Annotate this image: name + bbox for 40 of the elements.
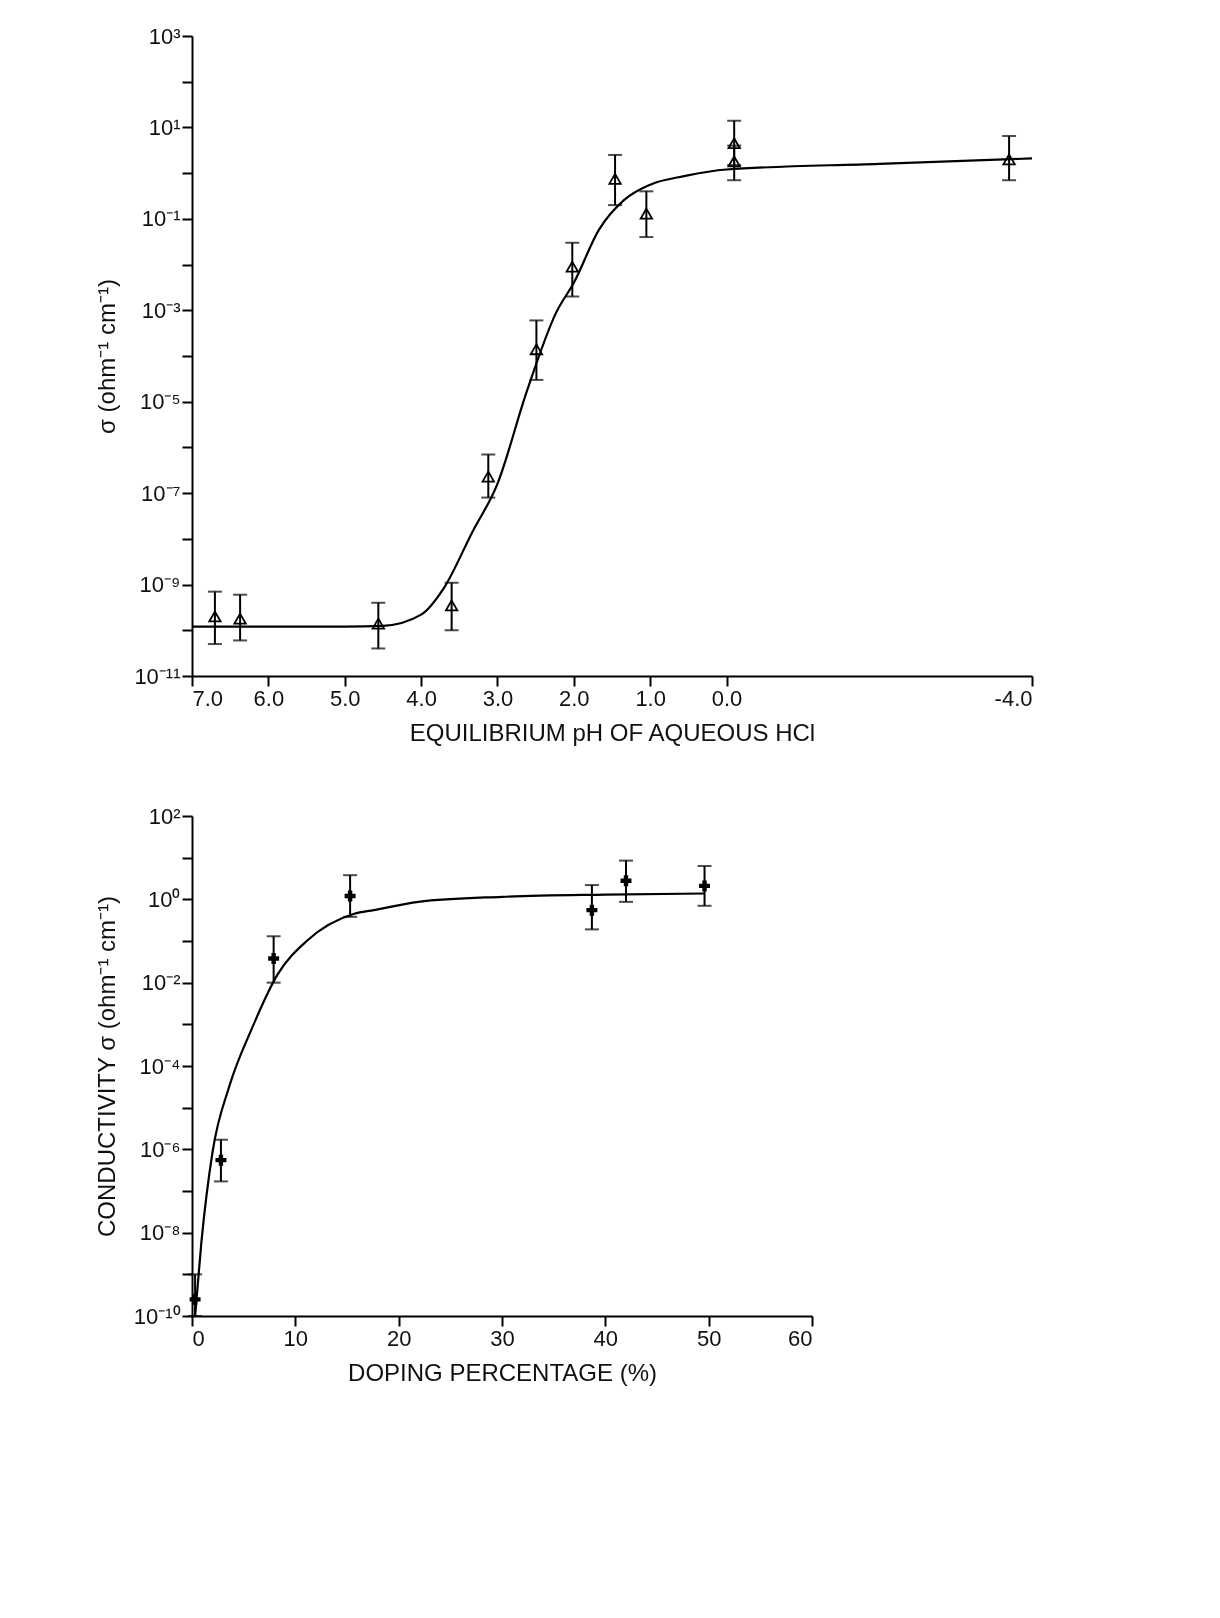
y-axis-title: CONDUCTIVITY σ (ohm⁻¹ cm⁻¹) [92,895,120,1238]
x-tick-label: 10 [283,1325,309,1351]
y-tick-label: 10⁰ [148,886,181,912]
point [699,880,711,892]
x-tick-label: 20 [386,1325,412,1351]
x-axis-title: DOPING PERCENTAGE (%) [348,1358,657,1386]
x-tick-label: 5.0 [329,685,361,711]
x-tick-label: 3.0 [482,685,514,711]
point [215,1154,227,1166]
y-tick-label: 10⁻² [141,970,181,996]
y-tick-label: 10⁻⁷ [141,480,181,506]
x-axis-title: EQUILIBRIUM pH OF AQUEOUS HCl [409,718,816,746]
x-tick-label: 0 [192,1325,205,1351]
x-tick-label: -4.0 [994,685,1033,711]
y-tick-label: 10⁻³ [141,297,181,323]
x-tick-label: 60 [788,1325,813,1351]
point [268,953,280,964]
x-tick-label: 2.0 [559,685,590,711]
y-tick-label: 10⁻⁹ [139,572,181,598]
x-tick-label: 4.0 [406,685,437,711]
x-tick-label: 30 [490,1325,515,1351]
y-tick-label: 10⁻⁶ [139,1136,181,1162]
y-axis-title: σ (ohm⁻¹ cm⁻¹) [93,279,121,434]
y-tick-label: 10⁻¹⁰ [133,1303,181,1329]
x-tick-label: 50 [696,1325,722,1351]
point [344,890,356,902]
x-tick-label: 6.0 [253,685,285,711]
y-tick-label: 10¹ [148,114,181,140]
y-tick-label: 10² [148,803,181,829]
x-tick-label: 1.0 [635,685,666,711]
x-tick-label: 7.0 [192,685,224,711]
point [586,904,598,916]
y-tick-label: 10⁻¹¹ [134,663,181,689]
y-tick-label: 10⁻⁴ [139,1053,181,1079]
y-tick-label: 10³ [148,23,181,49]
x-tick-label: 0.0 [711,685,743,711]
y-tick-label: 10⁻¹ [141,206,181,232]
y-tick-label: 10⁻⁵ [139,389,181,415]
x-tick-label: 40 [593,1325,619,1351]
y-tick-label: 10⁻⁸ [139,1220,181,1246]
